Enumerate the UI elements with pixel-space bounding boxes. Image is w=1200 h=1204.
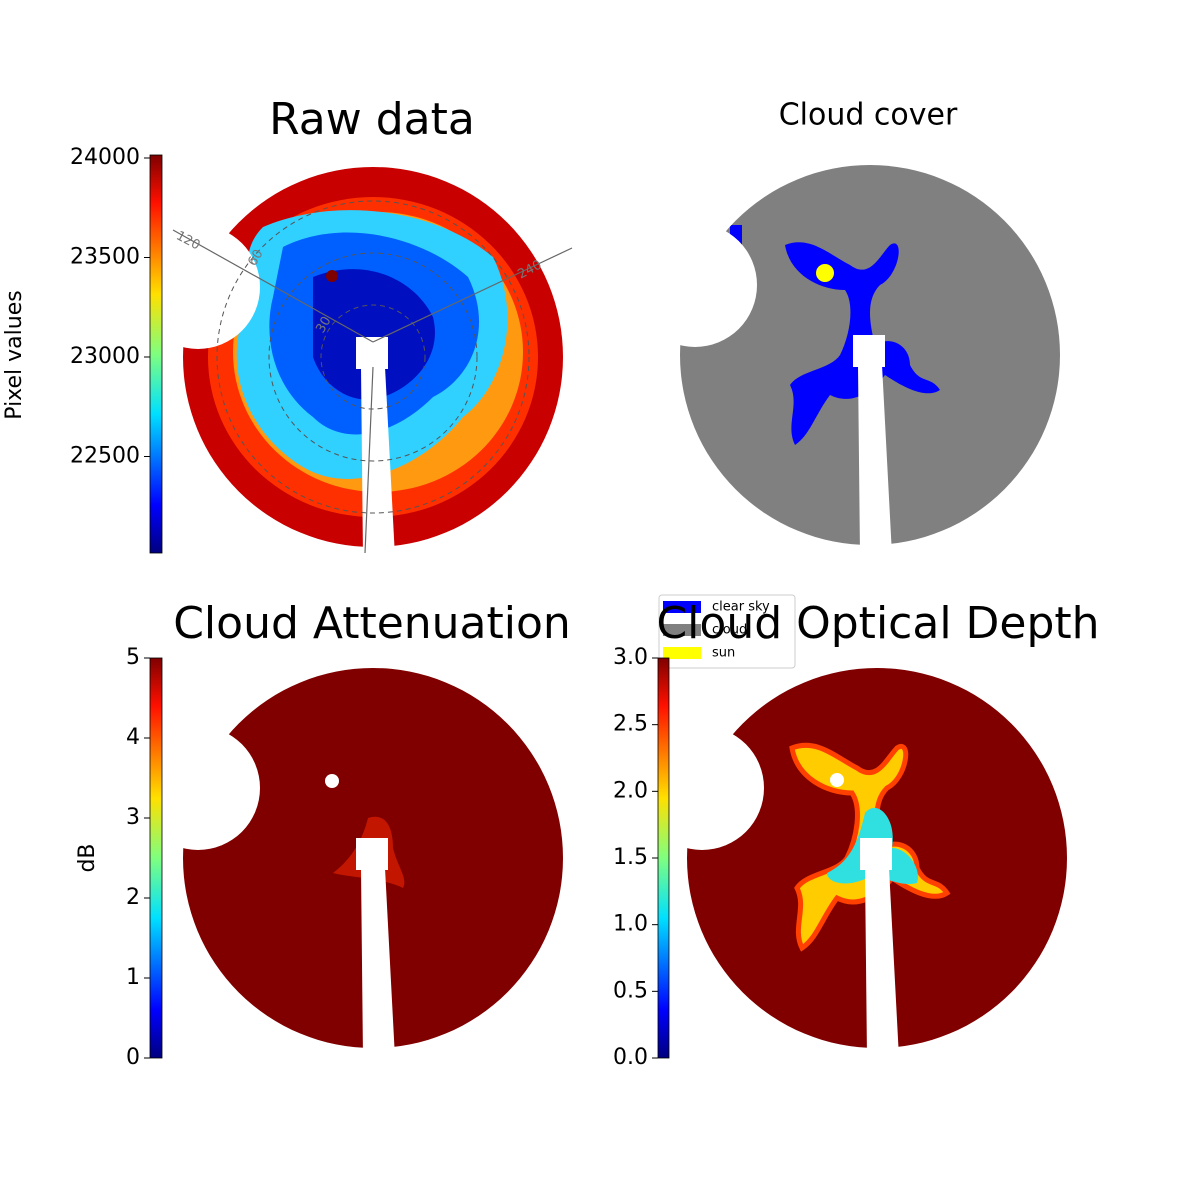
colorbar-tick-label: 3 [126,805,140,830]
colorbar-tick-label: 1.0 [613,912,648,937]
legend-swatch [663,601,701,613]
colorbar-tick-label: 0 [126,1045,140,1070]
raw-sky-image [172,157,573,557]
colorbar-tick-label: 1.5 [613,845,648,870]
panel-title: Cloud Attenuation [173,598,571,649]
colorbar-label: dB [75,843,100,872]
colorbar [149,154,163,554]
colorbar-label: Pixel values [2,290,27,419]
polar-label: 60 [245,247,266,269]
colorbar-tick-label: 3.0 [613,645,648,670]
colorbar-tick-label: 2.0 [613,778,648,803]
colorbar-tick-label: 22500 [70,443,140,468]
colorbar-tick-label: 2 [126,885,140,910]
colorbar [657,657,670,1059]
colorbar-tick-label: 1 [126,965,140,990]
legend-label: clear sky [712,600,770,615]
legend-label: cloud [712,623,747,638]
colorbar-tick-label: 4 [126,725,140,750]
panel-title: Cloud cover [779,98,958,133]
panel-title: Cloud Optical Depth [656,598,1099,649]
colorbar-tick-label: 2.5 [613,712,648,737]
polar-label: 30 [313,314,334,336]
panel-title: Raw data [269,94,475,145]
colorbar-tick-label: 24000 [70,145,140,170]
colorbar-tick-label: 5 [126,645,140,670]
colorbar-tick-label: 0.5 [613,978,648,1003]
colorbar [149,657,163,1059]
colorbar-tick-label: 23000 [70,344,140,369]
optical-depth-image [677,658,1077,1058]
legend-swatch [663,647,701,659]
cloud-cover-image [670,155,1070,555]
colorbar-tick-label: 23500 [70,244,140,269]
attenuation-image [173,658,573,1058]
legend-swatch [663,624,701,636]
legend-label: sun [712,646,735,661]
colorbar-tick-label: 0.0 [613,1045,648,1070]
